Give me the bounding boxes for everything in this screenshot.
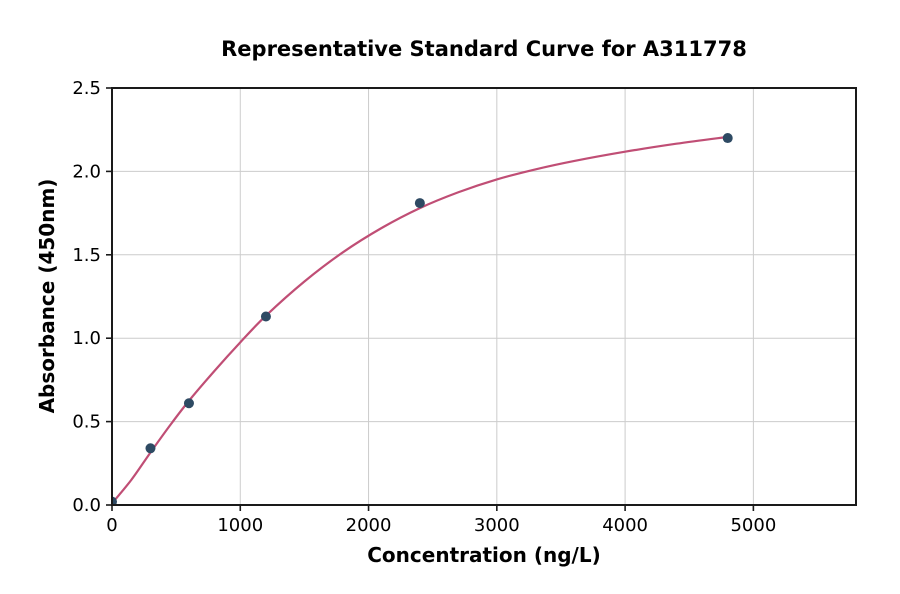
fit-curve-line bbox=[112, 135, 729, 505]
axes-box bbox=[111, 87, 857, 506]
plot-layer bbox=[112, 133, 733, 505]
x-tick-label: 4000 bbox=[602, 515, 648, 536]
grid-layer bbox=[112, 88, 856, 505]
y-tick-label: 0.0 bbox=[72, 495, 101, 516]
x-tick-label: 2000 bbox=[346, 515, 392, 536]
data-point bbox=[145, 443, 156, 454]
data-point bbox=[414, 198, 425, 209]
chart-title: Representative Standard Curve for A31177… bbox=[221, 37, 747, 61]
y-axis-label: Absorbance (450nm) bbox=[35, 179, 59, 414]
data-point bbox=[260, 311, 271, 322]
y-tick-label: 2.0 bbox=[72, 161, 101, 182]
y-tick-label: 1.5 bbox=[72, 245, 101, 266]
x-tick-label: 0 bbox=[106, 515, 117, 536]
y-tick-label: 2.5 bbox=[72, 78, 101, 99]
y-tick-label: 0.5 bbox=[72, 412, 101, 433]
tick-layer: 0 1000 2000 3000 4000 5000 0.0 0.5 1.0 1.5 2.0 2.5 bbox=[72, 78, 776, 536]
data-point bbox=[722, 133, 733, 144]
plot-border bbox=[111, 87, 857, 506]
x-tick-label: 3000 bbox=[474, 515, 520, 536]
x-tick-label: 5000 bbox=[730, 515, 776, 536]
y-tick-label: 1.0 bbox=[72, 328, 101, 349]
x-axis-label: Concentration (ng/L) bbox=[367, 543, 600, 567]
x-tick-label: 1000 bbox=[217, 515, 263, 536]
data-point bbox=[112, 496, 117, 505]
data-point bbox=[183, 398, 194, 409]
